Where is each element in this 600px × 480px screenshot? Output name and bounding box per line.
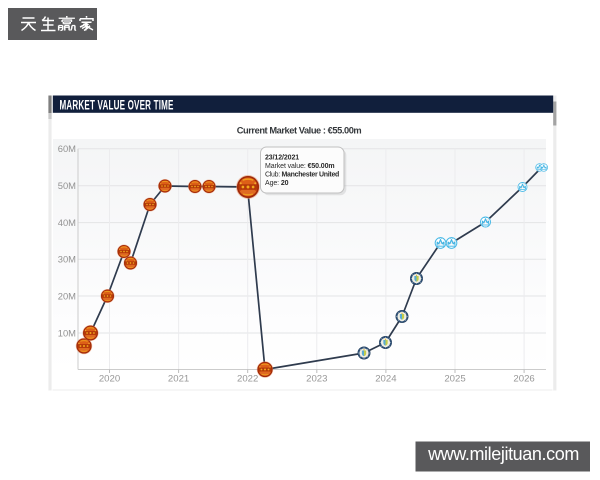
svg-text:Market value: €50.00m: Market value: €50.00m [265, 163, 335, 170]
svg-text:60M: 60M [58, 143, 76, 154]
svg-text:Age: 20: Age: 20 [265, 180, 289, 187]
svg-text:30M: 30M [58, 254, 76, 265]
svg-text:2026: 2026 [513, 374, 534, 385]
svg-text:50M: 50M [58, 180, 76, 191]
svg-text:40M: 40M [58, 217, 76, 228]
svg-text:Current Market Value : €55.00m: Current Market Value : €55.00m [237, 126, 362, 136]
svg-text:www.milejituan.com: www.milejituan.com [427, 444, 579, 464]
svg-text:2020: 2020 [99, 374, 120, 385]
svg-text:Club: Manchester United: Club: Manchester United [265, 172, 339, 179]
svg-text:MARKET VALUE OVER TIME: MARKET VALUE OVER TIME [60, 98, 174, 113]
svg-text:2023: 2023 [306, 374, 327, 385]
svg-text:23/12/2021: 23/12/2021 [265, 154, 299, 161]
svg-text:10M: 10M [58, 328, 76, 339]
svg-text:2025: 2025 [444, 374, 465, 385]
svg-text:2024: 2024 [375, 374, 397, 385]
svg-text:20M: 20M [58, 291, 76, 302]
svg-text:2022: 2022 [237, 374, 258, 385]
svg-text:2021: 2021 [168, 374, 189, 385]
